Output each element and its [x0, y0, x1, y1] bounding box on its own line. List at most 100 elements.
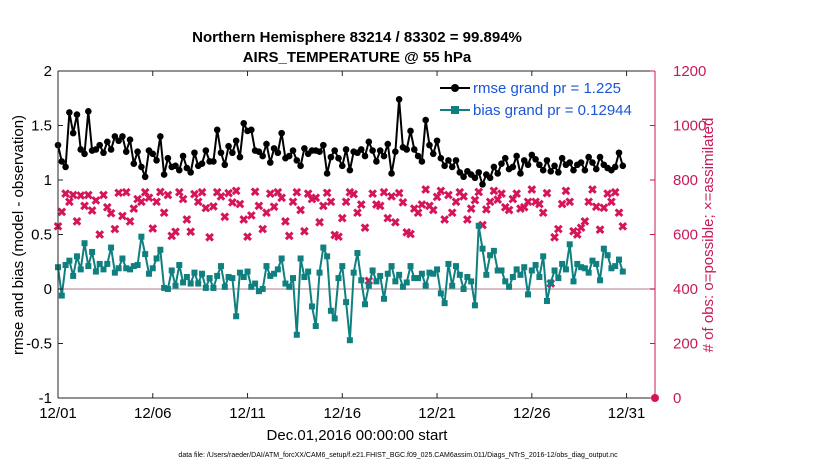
bias-point [434, 266, 441, 273]
bias-point [365, 282, 372, 289]
legend-entry-rmse: rmse grand pr = 1.225 [440, 80, 621, 97]
rmse-point [229, 149, 236, 157]
assimilated-obs-marker [178, 194, 188, 204]
rmse-point [388, 170, 395, 177]
bias-point [430, 270, 437, 277]
bias-point [608, 265, 615, 272]
assimilated-obs-marker-stroke [402, 227, 412, 237]
rmse-point [69, 129, 77, 137]
rmse-point [528, 151, 536, 159]
assimilated-obs-marker-stroke [535, 199, 544, 209]
assimilated-obs-marker [95, 230, 105, 239]
bias-point [540, 253, 547, 260]
bias-point [578, 264, 585, 271]
rmse-point [153, 157, 160, 164]
bias-point [449, 282, 456, 289]
bias-point [168, 267, 175, 274]
bias-point [267, 272, 274, 279]
rmse-point [316, 148, 323, 155]
rmse-point [486, 174, 494, 182]
bias-point [335, 275, 342, 282]
assimilated-obs-marker [190, 189, 199, 199]
assimilated-obs-marker-stroke [231, 186, 241, 196]
x-tick-label: 12/11 [229, 405, 265, 422]
assimilated-obs-marker-stroke [493, 195, 503, 204]
bias-point [490, 247, 497, 254]
bias-point [487, 252, 494, 259]
assimilated-obs-marker [379, 187, 389, 197]
rmse-point [376, 147, 384, 154]
rmse-point [266, 159, 274, 166]
assimilated-obs-marker-stroke [337, 213, 347, 223]
chart-title-line2: AIRS_TEMPERATURE @ 55 hPa [243, 49, 472, 66]
assimilated-obs-marker-stroke [523, 197, 533, 207]
assimilated-obs-marker [504, 205, 514, 215]
rmse-point [232, 137, 240, 145]
bias-point [407, 263, 414, 270]
rmse-point [543, 157, 551, 164]
assimilated-obs-marker-stroke [99, 190, 108, 200]
assimilated-obs-marker [538, 208, 548, 218]
rmse-point [138, 163, 145, 171]
bias-point [312, 323, 319, 330]
assimilated-obs-marker-stroke [273, 187, 283, 197]
assimilated-obs-marker [550, 232, 559, 242]
bias-point [612, 263, 619, 270]
bias-point [58, 292, 65, 299]
assimilated-obs-marker-stroke [87, 206, 97, 215]
assimilated-obs-marker [220, 212, 230, 222]
assimilated-obs-marker [296, 205, 305, 215]
assimilated-obs-marker-stroke [129, 204, 139, 213]
assimilated-obs-marker [595, 225, 605, 234]
bias-point [157, 246, 164, 253]
rmse-point [327, 153, 335, 161]
assimilated-obs-marker [512, 189, 522, 198]
assimilated-obs-marker-stroke [595, 225, 605, 234]
assimilated-obs-marker-stroke [159, 208, 169, 218]
assimilated-obs-marker [87, 206, 97, 215]
assimilated-obs-marker-stroke [57, 207, 67, 217]
assimilated-obs-marker [497, 189, 506, 198]
assimilated-obs-marker-stroke [205, 232, 214, 242]
rmse-point [100, 149, 107, 157]
rmse-point [475, 169, 483, 176]
axis-ticks: 12/01 12/06 12/11 12/16 12/21 12/26 12/31 -1 -0.… [26, 63, 706, 422]
rmse-point [172, 162, 179, 170]
rmse-point [202, 147, 210, 154]
bias-point [521, 264, 528, 271]
rmse-point [539, 166, 547, 174]
assimilated-obs-marker [557, 199, 567, 209]
assimilated-obs-marker-stroke [171, 227, 180, 237]
assimilated-obs-marker-stroke [379, 187, 389, 197]
rmse-point [551, 162, 558, 170]
bias-point [479, 245, 486, 252]
bias-point [316, 269, 323, 276]
legend-rmse-label: rmse grand pr = 1.225 [473, 80, 621, 97]
bias-point [176, 262, 183, 269]
assimilated-obs-marker-stroke [288, 197, 298, 207]
assimilated-obs-marker [614, 208, 624, 218]
bias-point [293, 331, 300, 338]
assimilated-obs-marker [209, 202, 218, 211]
bias-point [286, 283, 293, 290]
y-right-tick-label: 1000 [673, 118, 706, 135]
assimilated-obs-marker-stroke [459, 191, 468, 201]
y-right-tick-label: 0 [673, 390, 681, 407]
bias-point [142, 251, 149, 258]
bias-point [149, 265, 156, 272]
assimilated-obs-marker [292, 187, 302, 197]
bias-point [70, 272, 77, 279]
assimilated-obs-marker-stroke [394, 188, 404, 198]
bias-point [604, 252, 611, 259]
bias-point [195, 280, 202, 287]
assimilated-obs-marker-stroke [440, 215, 449, 224]
assimilated-obs-marker [375, 201, 385, 211]
assimilated-obs-marker-stroke [235, 199, 245, 209]
assimilated-obs-marker-stroke [466, 204, 476, 213]
y-right-tick-label: 200 [673, 336, 698, 353]
assimilated-obs-marker [466, 204, 476, 213]
assimilated-obs-marker-stroke [436, 186, 446, 196]
assimilated-obs-marker [444, 190, 453, 200]
assimilated-obs-marker [447, 208, 457, 218]
assimilated-obs-marker [57, 207, 67, 217]
